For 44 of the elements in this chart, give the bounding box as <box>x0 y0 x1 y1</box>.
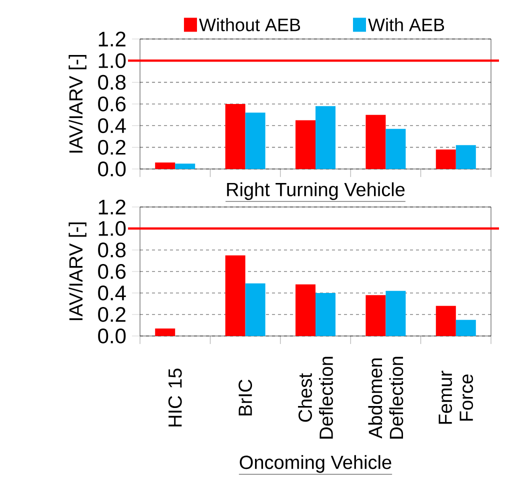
bar <box>436 149 456 169</box>
bar <box>386 290 406 336</box>
x-tick-label: Femur Force <box>438 370 474 424</box>
bar <box>366 295 386 336</box>
bar <box>155 162 176 169</box>
y-tick-label: 0.4 <box>98 118 126 134</box>
x-tick-label: Chest Deflection <box>298 356 333 439</box>
y-tick-label: 0.4 <box>98 286 126 300</box>
y-axis-title: IAV/IARV [-] <box>68 222 86 320</box>
y-tick-label: 0.2 <box>98 307 126 322</box>
y-tick-label: 1.0 <box>98 53 126 68</box>
bar <box>155 328 176 336</box>
legend-label: With AEB <box>368 18 444 32</box>
bar <box>225 255 246 336</box>
bar <box>456 320 476 336</box>
bar <box>175 164 196 169</box>
x-tick-label: HIC 15 <box>168 368 182 426</box>
legend-label: Without AEB <box>199 18 300 32</box>
y-tick-label: 0.8 <box>98 242 126 258</box>
bar <box>296 120 316 169</box>
bar <box>245 283 266 336</box>
bar <box>296 284 316 336</box>
y-tick-label: 0.8 <box>98 74 126 90</box>
y-tick-label: 0.0 <box>98 328 126 344</box>
y-tick-label: 0.2 <box>98 140 126 155</box>
x-axis-title: Oncoming Vehicle <box>240 455 392 473</box>
bar <box>386 128 406 169</box>
bar <box>436 306 456 336</box>
y-tick-label: 1.2 <box>98 200 126 214</box>
bar <box>456 145 476 169</box>
x-tick-label: BrIC <box>238 380 252 416</box>
y-tick-label: 0.6 <box>98 264 126 279</box>
x-tick-label: Abdomen Deflection <box>368 356 404 439</box>
bar <box>316 292 336 336</box>
y-tick-label: 0.6 <box>98 96 126 112</box>
y-axis-title: IAV/IARV [-] <box>68 55 86 153</box>
y-tick-label: 0.0 <box>98 162 126 176</box>
y-tick-label: 1.2 <box>98 32 126 46</box>
bar <box>245 112 266 169</box>
bar <box>225 104 246 169</box>
y-tick-label: 1.0 <box>98 221 126 236</box>
bar <box>316 106 336 169</box>
bar <box>366 114 386 169</box>
x-axis-title: Right Turning Vehicle <box>227 182 405 200</box>
